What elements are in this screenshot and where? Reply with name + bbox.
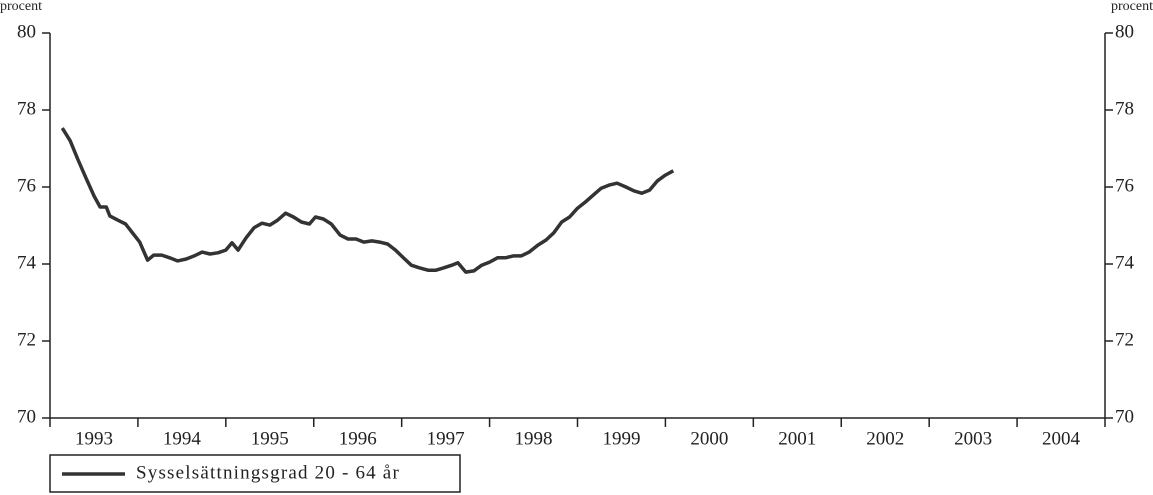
legend-box [49,454,461,493]
y-tick-label: 72 [17,329,36,350]
y2-tick-label: 78 [1115,98,1134,119]
x-tick-label: 2003 [954,428,992,449]
x-tick-label: 1998 [515,428,553,449]
y-tick-label: 74 [17,252,37,273]
x-tick-label: 1995 [251,428,289,449]
y-tick-label: 76 [17,175,36,196]
y2-tick-label: 80 [1115,21,1134,42]
y2-tick-label: 72 [1115,329,1134,350]
x-tick-label: 1996 [339,428,377,449]
x-tick-label: 1999 [602,428,640,449]
y-tick-label: 78 [17,98,36,119]
x-tick-label: 1993 [75,428,113,449]
x-tick-label: 2000 [690,428,728,449]
x-tick-label: 1997 [427,428,465,449]
line-series [60,127,675,274]
y2-tick-label: 74 [1115,252,1135,273]
legend-label: Sysselsättningsgrad 20 - 64 år [136,462,400,483]
y2-tick-label: 70 [1115,406,1134,427]
y-tick-label: 70 [17,406,36,427]
y2-axis-label: procent [1111,0,1153,14]
x-tick-label: 1994 [163,428,202,449]
y-axis-label: procent [0,0,42,14]
x-tick-label: 2001 [778,428,816,449]
y-tick-label: 80 [17,21,36,42]
y2-tick-label: 76 [1115,175,1134,196]
x-tick-label: 2004 [1042,428,1081,449]
x-tick-label: 2002 [866,428,904,449]
